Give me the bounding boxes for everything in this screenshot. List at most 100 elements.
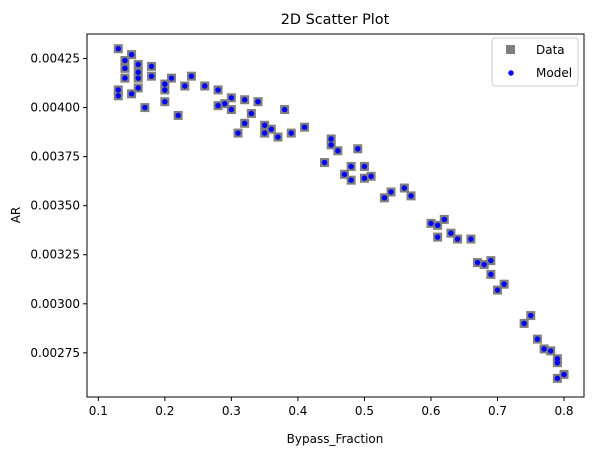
model-point-circle — [261, 122, 268, 128]
model-point-circle — [388, 189, 394, 195]
model-point-circle — [434, 234, 441, 240]
model-point-circle — [215, 87, 221, 93]
legend: Data Model — [491, 37, 579, 87]
model-point-circle — [168, 75, 175, 81]
model-point-circle — [381, 195, 388, 201]
model-point-circle — [361, 175, 368, 181]
x-axis-ticks: 0.1 0.2 0.3 0.4 0.5 0.6 0.7 0.8 — [89, 397, 574, 418]
model-point-circle — [281, 106, 288, 113]
model-point-circle — [288, 130, 294, 136]
model-point-circle — [128, 91, 135, 97]
model-point-circle — [142, 104, 148, 111]
model-point-circle — [268, 126, 274, 132]
model-point-circle — [122, 75, 128, 81]
model-point-circle — [135, 61, 141, 68]
model-point-circle — [115, 87, 121, 93]
model-point-circle — [541, 346, 547, 352]
model-point-circle — [182, 83, 188, 89]
plot-points — [113, 44, 569, 383]
legend-data-label: Data — [536, 43, 565, 57]
model-point-circle — [175, 112, 181, 119]
model-point-circle — [162, 98, 168, 105]
model-point-circle — [554, 375, 561, 382]
x-tick-label: 0.6 — [421, 404, 440, 418]
model-point-circle — [301, 124, 308, 130]
model-point-circle — [162, 81, 168, 87]
model-point-circle — [255, 98, 261, 105]
model-point-circle — [241, 97, 248, 103]
model-point-circle — [554, 356, 561, 362]
model-point-circle — [115, 46, 121, 52]
model-point-circle — [401, 185, 408, 191]
y-tick-label: 0.00275 — [30, 346, 80, 360]
model-point-circle — [122, 57, 128, 64]
x-axis-label: Bypass_Fraction — [287, 432, 384, 446]
model-point-circle — [441, 216, 447, 223]
model-point-circle — [454, 236, 461, 242]
model-point-circle — [561, 371, 567, 378]
y-axis-ticks: 0.00275 0.00300 0.00325 0.00350 0.00375 0.004… — [30, 52, 87, 360]
model-point-circle — [501, 281, 507, 287]
model-point-circle — [188, 73, 195, 79]
legend-model-marker — [508, 70, 514, 76]
model-point-circle — [448, 230, 454, 236]
model-point-circle — [481, 261, 487, 268]
axes-frame — [86, 33, 585, 398]
model-point-circle — [135, 85, 141, 91]
y-tick-label: 0.00400 — [30, 101, 80, 115]
chart-title: 2D Scatter Plot — [281, 12, 390, 28]
model-point-circle — [241, 120, 248, 126]
model-point-circle — [115, 93, 121, 99]
model-point-circle — [235, 130, 241, 136]
model-point-circle — [228, 106, 235, 113]
model-point-circle — [488, 271, 494, 278]
model-point-circle — [534, 336, 541, 342]
model-point-circle — [228, 95, 235, 101]
x-tick-label: 0.1 — [89, 404, 108, 418]
model-point-circle — [215, 102, 221, 109]
model-point-circle — [474, 259, 481, 266]
model-point-circle — [361, 163, 368, 170]
model-point-circle — [162, 87, 168, 93]
model-point-circle — [122, 65, 128, 72]
y-tick-label: 0.00300 — [30, 297, 80, 311]
model-point-circle — [328, 136, 334, 142]
model-point-circle — [321, 159, 328, 166]
model-point-circle — [135, 69, 141, 75]
model-point-circle — [261, 130, 268, 136]
model-point-circle — [488, 257, 494, 264]
model-point-circle — [148, 63, 155, 70]
model-point-circle — [408, 193, 414, 199]
y-axis-label: AR — [9, 207, 23, 224]
model-point-circle — [428, 220, 434, 227]
model-point-circle — [128, 51, 135, 58]
model-point-circle — [528, 312, 534, 319]
model-point-circle — [248, 110, 255, 117]
model-point-circle — [468, 236, 474, 242]
model-point-circle — [348, 163, 354, 170]
x-tick-label: 0.7 — [488, 404, 507, 418]
x-tick-label: 0.3 — [222, 404, 241, 418]
x-tick-label: 0.4 — [288, 404, 307, 418]
model-point-circle — [368, 173, 374, 179]
y-tick-label: 0.00375 — [30, 150, 80, 164]
model-point-circle — [148, 73, 155, 79]
x-tick-label: 0.8 — [554, 404, 573, 418]
model-point-circle — [135, 75, 141, 81]
y-tick-label: 0.00350 — [30, 199, 80, 213]
y-tick-label: 0.00425 — [30, 52, 80, 66]
model-point-circle — [494, 287, 501, 293]
legend-model-label: Model — [536, 66, 572, 80]
model-point-circle — [222, 100, 228, 107]
model-point-circle — [348, 177, 354, 183]
model-point-circle — [554, 359, 561, 366]
model-point-circle — [328, 142, 334, 148]
model-point-circle — [548, 348, 554, 354]
model-point-circle — [521, 320, 527, 327]
model-point-circle — [275, 134, 281, 140]
model-point-circle — [202, 83, 208, 89]
model-point-circle — [341, 171, 348, 177]
model-point-circle — [434, 222, 441, 229]
y-tick-label: 0.00325 — [30, 248, 80, 262]
